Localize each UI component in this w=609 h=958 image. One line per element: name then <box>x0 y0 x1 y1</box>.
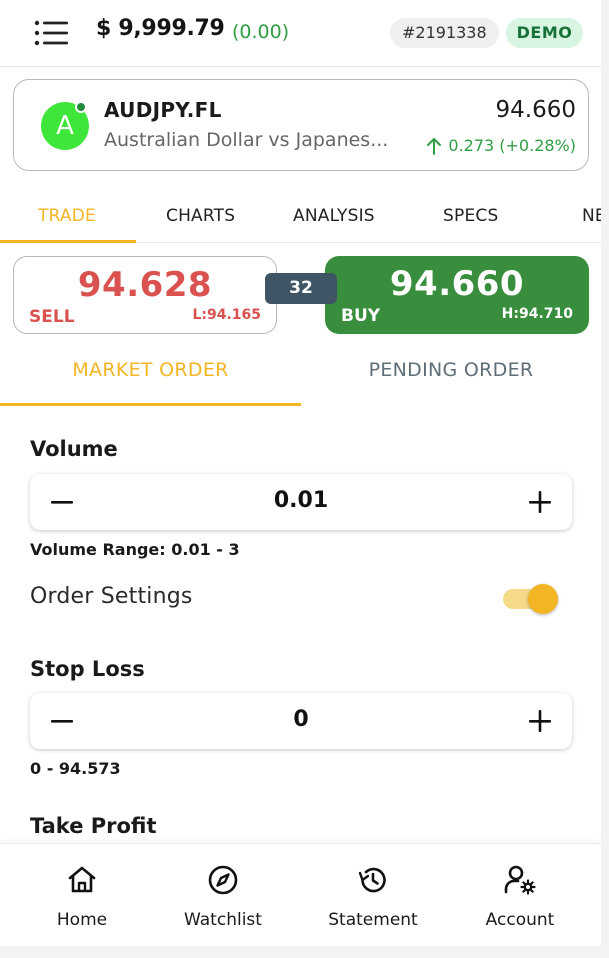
sell-button[interactable]: 94.628 SELL L:94.165 <box>13 256 277 334</box>
sell-label: SELL <box>29 307 75 327</box>
order-settings-label: Order Settings <box>30 584 193 609</box>
minus-icon <box>51 720 73 723</box>
tab-trade[interactable]: TRADE <box>38 206 96 226</box>
stop-loss-increase-button[interactable] <box>522 705 558 737</box>
nav-account-label: Account <box>485 910 555 930</box>
bottom-navigation: Home Watchlist Statement Acco <box>0 843 601 946</box>
account-balance: $ 9,999.79 <box>96 16 225 41</box>
tab-analysis[interactable]: ANALYSIS <box>293 206 375 226</box>
symbol-change-value: 0.273 (+0.28%) <box>448 136 576 155</box>
volume-label: Volume <box>30 437 118 461</box>
nav-watchlist-label: Watchlist <box>184 910 262 930</box>
nav-home[interactable]: Home <box>30 844 134 947</box>
order-type-tabs: MARKET ORDER PENDING ORDER <box>0 345 601 407</box>
menu-icon[interactable] <box>34 20 70 46</box>
market-open-indicator <box>75 101 87 113</box>
balance-change: (0.00) <box>232 21 290 43</box>
volume-input[interactable]: 0.01 <box>273 488 329 513</box>
arrow-up-icon <box>427 137 442 155</box>
stop-loss-label: Stop Loss <box>30 657 145 681</box>
bottom-safe-area <box>0 946 601 958</box>
section-tabs: TRADE CHARTS ANALYSIS SPECS NE <box>0 190 601 243</box>
spread-badge: 32 <box>265 273 337 304</box>
buy-price: 94.660 <box>389 264 525 304</box>
demo-badge[interactable]: DEMO <box>506 18 583 48</box>
nav-statement-label: Statement <box>328 910 418 930</box>
tab-market-order[interactable]: MARKET ORDER <box>72 359 229 381</box>
sell-price: 94.628 <box>77 265 213 305</box>
tab-news[interactable]: NE <box>582 206 601 226</box>
active-tab-indicator <box>0 240 136 243</box>
stop-loss-range: 0 - 94.573 <box>30 759 121 778</box>
stop-loss-decrease-button[interactable] <box>44 705 80 737</box>
toggle-knob <box>528 584 558 614</box>
nav-home-label: Home <box>56 910 108 930</box>
tab-pending-order[interactable]: PENDING ORDER <box>368 359 534 381</box>
symbol-change: 0.273 (+0.28%) <box>426 136 576 155</box>
home-icon <box>68 866 96 893</box>
buy-label: BUY <box>341 306 381 326</box>
top-header: $ 9,999.79 (0.00) #2191338 DEMO <box>0 0 601 67</box>
day-low: L:94.165 <box>192 307 261 323</box>
account-settings-icon <box>504 865 536 895</box>
tab-charts[interactable]: CHARTS <box>166 206 236 226</box>
nav-account[interactable]: Account <box>470 844 570 947</box>
account-id-badge[interactable]: #2191338 <box>390 18 499 48</box>
page-edge <box>601 0 609 958</box>
history-icon <box>358 867 386 893</box>
stop-loss-stepper: 0 <box>30 693 572 749</box>
nav-statement[interactable]: Statement <box>318 844 428 947</box>
compass-icon <box>208 865 238 895</box>
volume-increase-button[interactable] <box>522 486 558 518</box>
volume-stepper: 0.01 <box>30 474 572 530</box>
symbol-description: Australian Dollar vs Japanes... <box>104 129 389 151</box>
stop-loss-input[interactable]: 0 <box>293 707 309 732</box>
plus-icon <box>529 710 551 732</box>
plus-icon <box>529 491 551 513</box>
symbol-name: AUDJPY.FL <box>104 98 222 122</box>
symbol-card[interactable]: A AUDJPY.FL Australian Dollar vs Japanes… <box>13 79 589 171</box>
symbol-price: 94.660 <box>495 97 576 123</box>
day-high: H:94.710 <box>501 306 573 322</box>
volume-range: Volume Range: 0.01 - 3 <box>30 540 240 559</box>
volume-decrease-button[interactable] <box>44 486 80 518</box>
tab-specs[interactable]: SPECS <box>443 206 499 226</box>
buy-button[interactable]: 94.660 BUY H:94.710 <box>325 256 589 334</box>
order-settings-toggle[interactable] <box>501 583 559 615</box>
active-order-tab-indicator <box>0 403 301 406</box>
take-profit-label: Take Profit <box>30 814 157 838</box>
minus-icon <box>51 501 73 504</box>
nav-watchlist[interactable]: Watchlist <box>166 844 280 947</box>
